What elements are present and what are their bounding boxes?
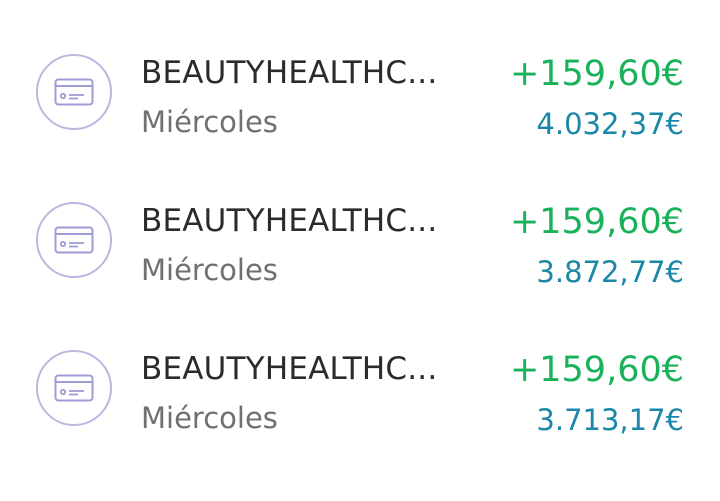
transaction-amount: +159,60€ xyxy=(509,54,684,94)
running-balance: 3.713,17€ xyxy=(536,403,684,437)
transaction-row[interactable]: BEAUTYHEALTHC... Miércoles +159,60€ 3.87… xyxy=(0,170,720,318)
running-balance: 3.872,77€ xyxy=(536,255,684,289)
credit-card-icon xyxy=(36,350,112,426)
credit-card-icon xyxy=(36,202,112,278)
merchant-name: BEAUTYHEALTHC... xyxy=(141,351,438,387)
merchant-name: BEAUTYHEALTHC... xyxy=(141,203,438,239)
transaction-day: Miércoles xyxy=(141,105,278,139)
credit-card-icon xyxy=(36,54,112,130)
transaction-amount: +159,60€ xyxy=(509,350,684,390)
transaction-row[interactable]: BEAUTYHEALTHC... Miércoles +159,60€ 3.71… xyxy=(0,318,720,466)
merchant-name: BEAUTYHEALTHC... xyxy=(141,55,438,91)
transaction-amount: +159,60€ xyxy=(509,202,684,242)
transaction-day: Miércoles xyxy=(141,401,278,435)
transaction-day: Miércoles xyxy=(141,253,278,287)
running-balance: 4.032,37€ xyxy=(536,107,684,141)
transaction-row[interactable]: BEAUTYHEALTHC... Miércoles +159,60€ 4.03… xyxy=(0,22,720,170)
